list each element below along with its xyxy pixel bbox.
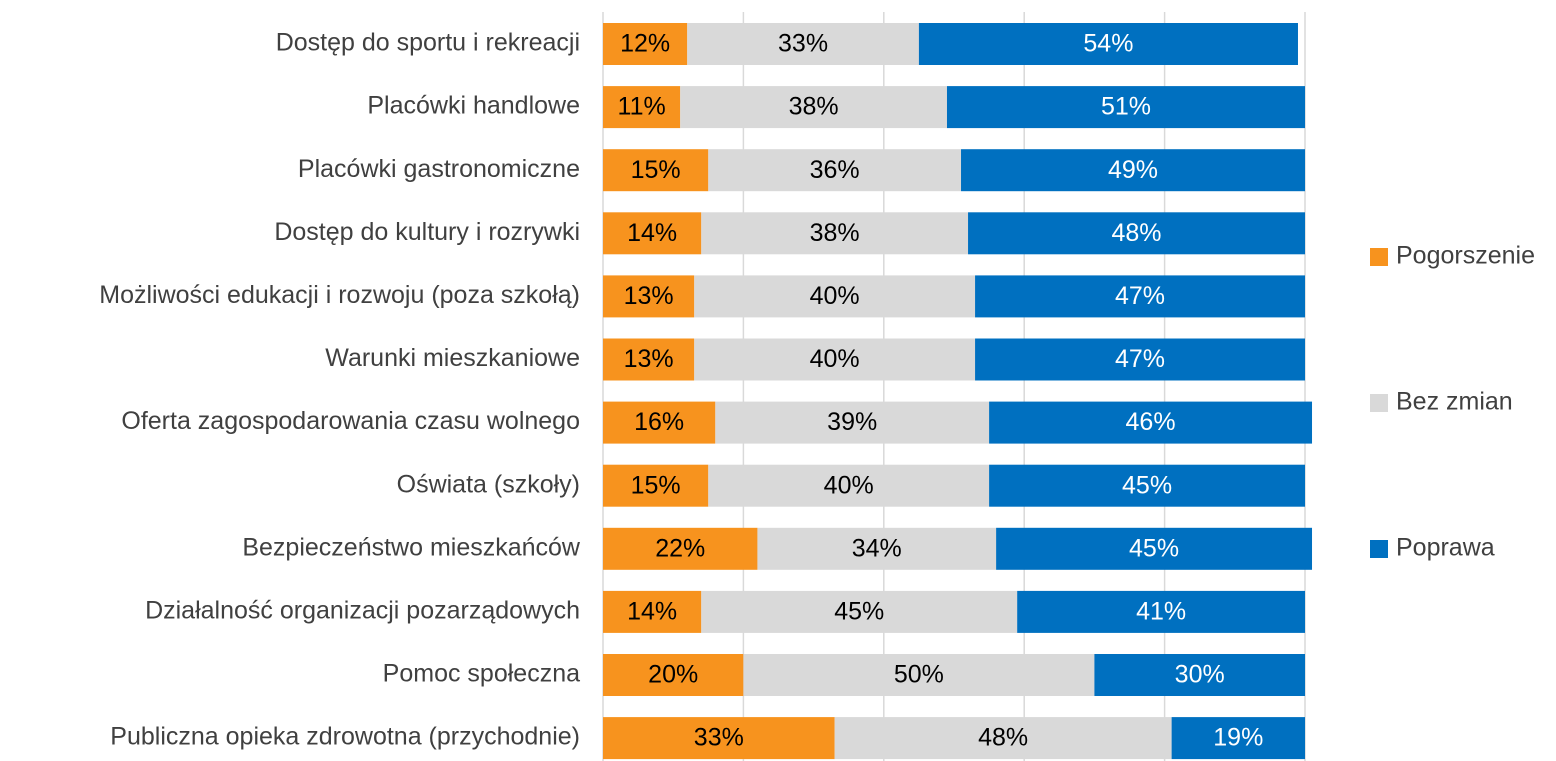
bar-segment [680,86,947,129]
value-label: 49% [1108,156,1158,184]
value-label: 46% [1126,408,1176,436]
value-label: 45% [834,598,884,626]
value-label: 38% [789,93,839,121]
bar-segment [918,23,1298,65]
category-label: Pomoc społeczna [383,660,580,688]
legend-label: Pogorszenie [1396,242,1535,270]
category-label: Dostęp do kultury i rozrywki [274,218,580,246]
value-label: 39% [827,408,877,436]
category-label: Możliwości edukacji i rozwoju (poza szko… [99,281,580,309]
bar-segment [834,717,1172,760]
bar-segment [1171,717,1305,760]
category-label: Publiczna opieka zdrowotna (przychodnie) [110,723,580,751]
bar-segment [708,149,962,192]
legend-swatch [1370,394,1388,412]
value-label: 13% [624,282,674,310]
value-label: 22% [655,534,705,562]
bar-segment [1094,654,1305,696]
legend-swatch [1370,540,1388,558]
bar-segment [603,86,681,129]
value-label: 48% [978,724,1028,752]
value-label: 40% [824,471,874,499]
bar-segment [603,149,709,192]
value-label: 47% [1115,282,1165,310]
category-label: Dostęp do sportu i rekreacji [276,29,580,57]
value-label: 12% [620,30,670,58]
bar-segment [715,401,990,444]
value-label: 14% [627,598,677,626]
bar-segment [694,275,976,318]
legend-label: Bez zmian [1396,388,1513,416]
bar-segment [946,86,1305,129]
value-label: 15% [631,156,681,184]
bar-segment [603,23,688,65]
value-label: 15% [631,471,681,499]
value-label: 30% [1175,661,1225,689]
bar-segment [701,212,969,255]
value-label: 45% [1129,534,1179,562]
value-label: 45% [1122,471,1172,499]
category-label: Oferta zagospodarowania czasu wolnego [121,407,580,435]
value-label: 14% [627,219,677,247]
value-label: 48% [1111,219,1161,247]
value-label: 13% [624,345,674,373]
bar-segment [968,212,1305,255]
bar-segment [757,527,997,570]
value-label: 41% [1136,598,1186,626]
bar-segment [989,401,1313,444]
value-label: 19% [1213,724,1263,752]
category-label: Placówki handlowe [367,92,580,120]
bar-segment [996,527,1313,570]
category-label: Działalność organizacji pozarządowych [145,597,580,625]
value-label: 40% [810,345,860,373]
bar-segment [603,654,744,696]
bar-segment [603,275,695,318]
bar-segment [694,338,976,381]
bar-segment [603,717,835,760]
value-label: 47% [1115,345,1165,373]
bar-segment [743,654,1095,696]
bar-segment [989,464,1305,507]
value-label: 51% [1101,93,1151,121]
category-label: Warunki mieszkaniowe [325,344,580,372]
value-label: 38% [810,219,860,247]
value-label: 33% [778,30,828,58]
bar-segment [701,590,1018,633]
legend-label: Poprawa [1396,534,1495,562]
bar-segment [961,149,1305,192]
bar-segment [687,23,919,65]
bar-segment [603,464,709,507]
bar-segment [708,464,990,507]
bar-segment [603,527,758,570]
category-label: Placówki gastronomiczne [298,155,580,183]
category-label: Bezpieczeństwo mieszkańców [242,533,581,561]
bar-segment [975,275,1305,318]
bar-segment [603,212,702,255]
value-label: 16% [634,408,684,436]
value-label: 36% [810,156,860,184]
legend-swatch [1370,248,1388,266]
bar-segment [975,338,1305,381]
value-label: 11% [618,93,666,121]
bar-segment [1017,590,1305,633]
value-label: 20% [648,661,698,689]
value-label: 34% [852,534,902,562]
value-label: 50% [894,661,944,689]
bar-segment [603,338,695,381]
value-label: 33% [694,724,744,752]
bar-segment [603,590,702,633]
category-label: Oświata (szkoły) [397,470,580,498]
bar-segment [603,401,716,444]
value-label: 40% [810,282,860,310]
value-label: 54% [1083,30,1133,58]
